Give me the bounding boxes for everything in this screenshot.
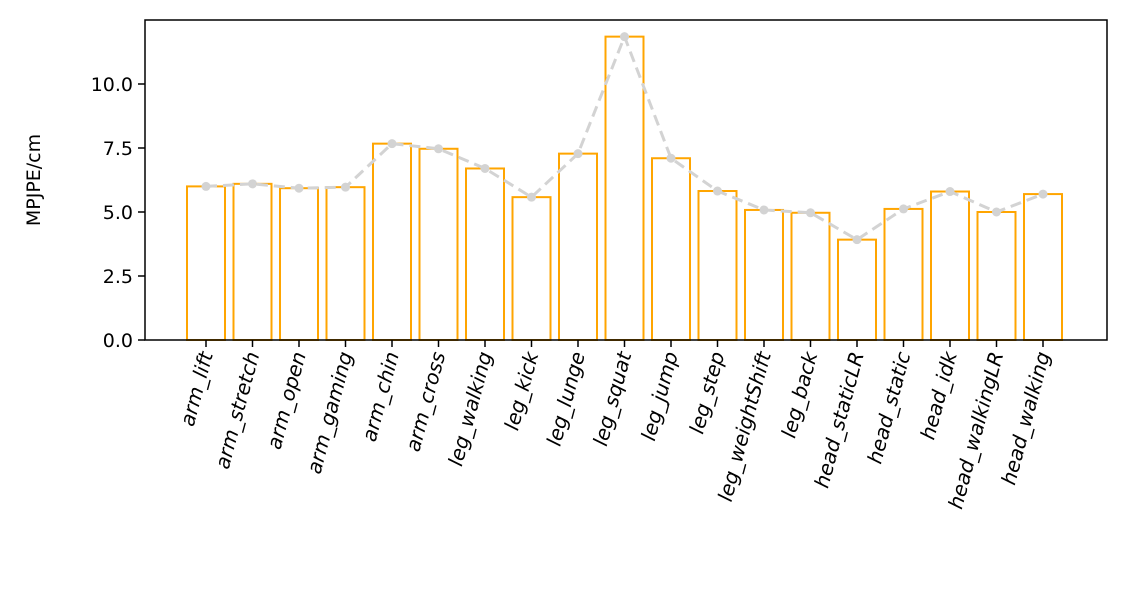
bar-leg_jump — [651, 157, 691, 341]
bar-leg_kick — [511, 196, 552, 341]
bar-leg_squat — [604, 35, 645, 341]
bar-leg_weightShift — [744, 208, 784, 341]
trend-line-group — [201, 32, 1048, 245]
y-axis-label: MPJPE/cm — [23, 134, 45, 226]
bar-arm_cross — [418, 147, 459, 341]
trend-point-leg_lunge — [573, 149, 583, 159]
bar-arm_gaming — [325, 186, 366, 341]
trend-point-head_walkingLR — [992, 207, 1001, 217]
trend-point-leg_jump — [666, 153, 676, 163]
bars-group — [186, 35, 1063, 342]
trend-point-leg_walking — [480, 163, 490, 173]
trend-point-leg_step — [713, 186, 722, 196]
trend-point-head_staticLR — [852, 235, 862, 245]
bar-arm_lift — [186, 185, 226, 341]
trend-point-leg_back — [806, 208, 815, 218]
bar-leg_walking — [465, 167, 505, 341]
y-tick-label: 0.0 — [103, 330, 133, 352]
bar-head_static — [883, 207, 924, 341]
trend-point-arm_chin — [387, 139, 397, 149]
trend-point-arm_cross — [434, 144, 443, 154]
bar-arm_stretch — [232, 182, 273, 341]
y-tick-label: 2.5 — [103, 266, 133, 288]
plot-frame — [144, 19, 1108, 341]
y-axis: 0.0 2.5 5.0 7.5 10.0 — [91, 74, 145, 352]
trend-point-arm_stretch — [248, 179, 257, 189]
trend-point-leg_weightShift — [759, 205, 769, 215]
bar-head_idk — [930, 190, 970, 341]
y-tick-label: 5.0 — [103, 202, 133, 224]
trend-point-head_idk — [945, 187, 955, 197]
trend-point-leg_squat — [620, 32, 629, 42]
trend-point-leg_kick — [527, 192, 536, 202]
bar-head_walking — [1023, 193, 1063, 341]
trend-point-head_walking — [1038, 189, 1048, 199]
bar-arm_open — [279, 187, 319, 341]
bar-leg_lunge — [558, 152, 598, 341]
trend-point-arm_open — [294, 183, 304, 193]
bar-leg_step — [697, 190, 738, 341]
bar-head_staticLR — [837, 238, 877, 341]
y-tick-label: 10.0 — [91, 74, 133, 96]
y-tick-label: 7.5 — [103, 138, 133, 160]
trend-point-arm_gaming — [341, 182, 350, 192]
bar-leg_back — [790, 211, 831, 342]
bar-arm_chin — [372, 142, 412, 341]
trend-point-arm_lift — [201, 181, 211, 191]
trend-point-head_static — [899, 204, 908, 214]
bar-head_walkingLR — [976, 211, 1017, 341]
